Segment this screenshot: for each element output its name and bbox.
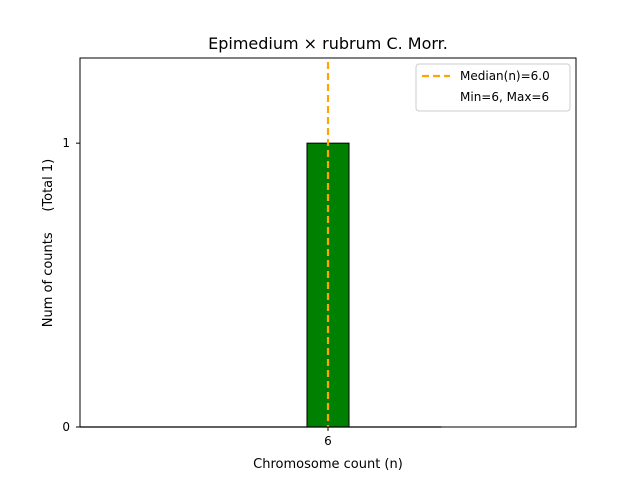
- y-tick-label: 0: [62, 420, 70, 434]
- y-tick-label: 1: [62, 136, 70, 150]
- legend-entry-range: Min=6, Max=6: [460, 90, 549, 104]
- y-axis-label: Num of counts (Total 1): [41, 159, 56, 327]
- x-tick-label: 6: [324, 434, 332, 448]
- x-axis-label: Chromosome count (n): [253, 457, 403, 472]
- plot-area: 0 1 6 Median(n)=6.0 Min=6, Max=6: [62, 57, 577, 448]
- legend-entry-median: Median(n)=6.0: [460, 69, 550, 83]
- chart-title: Epimedium × rubrum C. Morr.: [208, 34, 448, 53]
- legend-box: [415, 63, 571, 112]
